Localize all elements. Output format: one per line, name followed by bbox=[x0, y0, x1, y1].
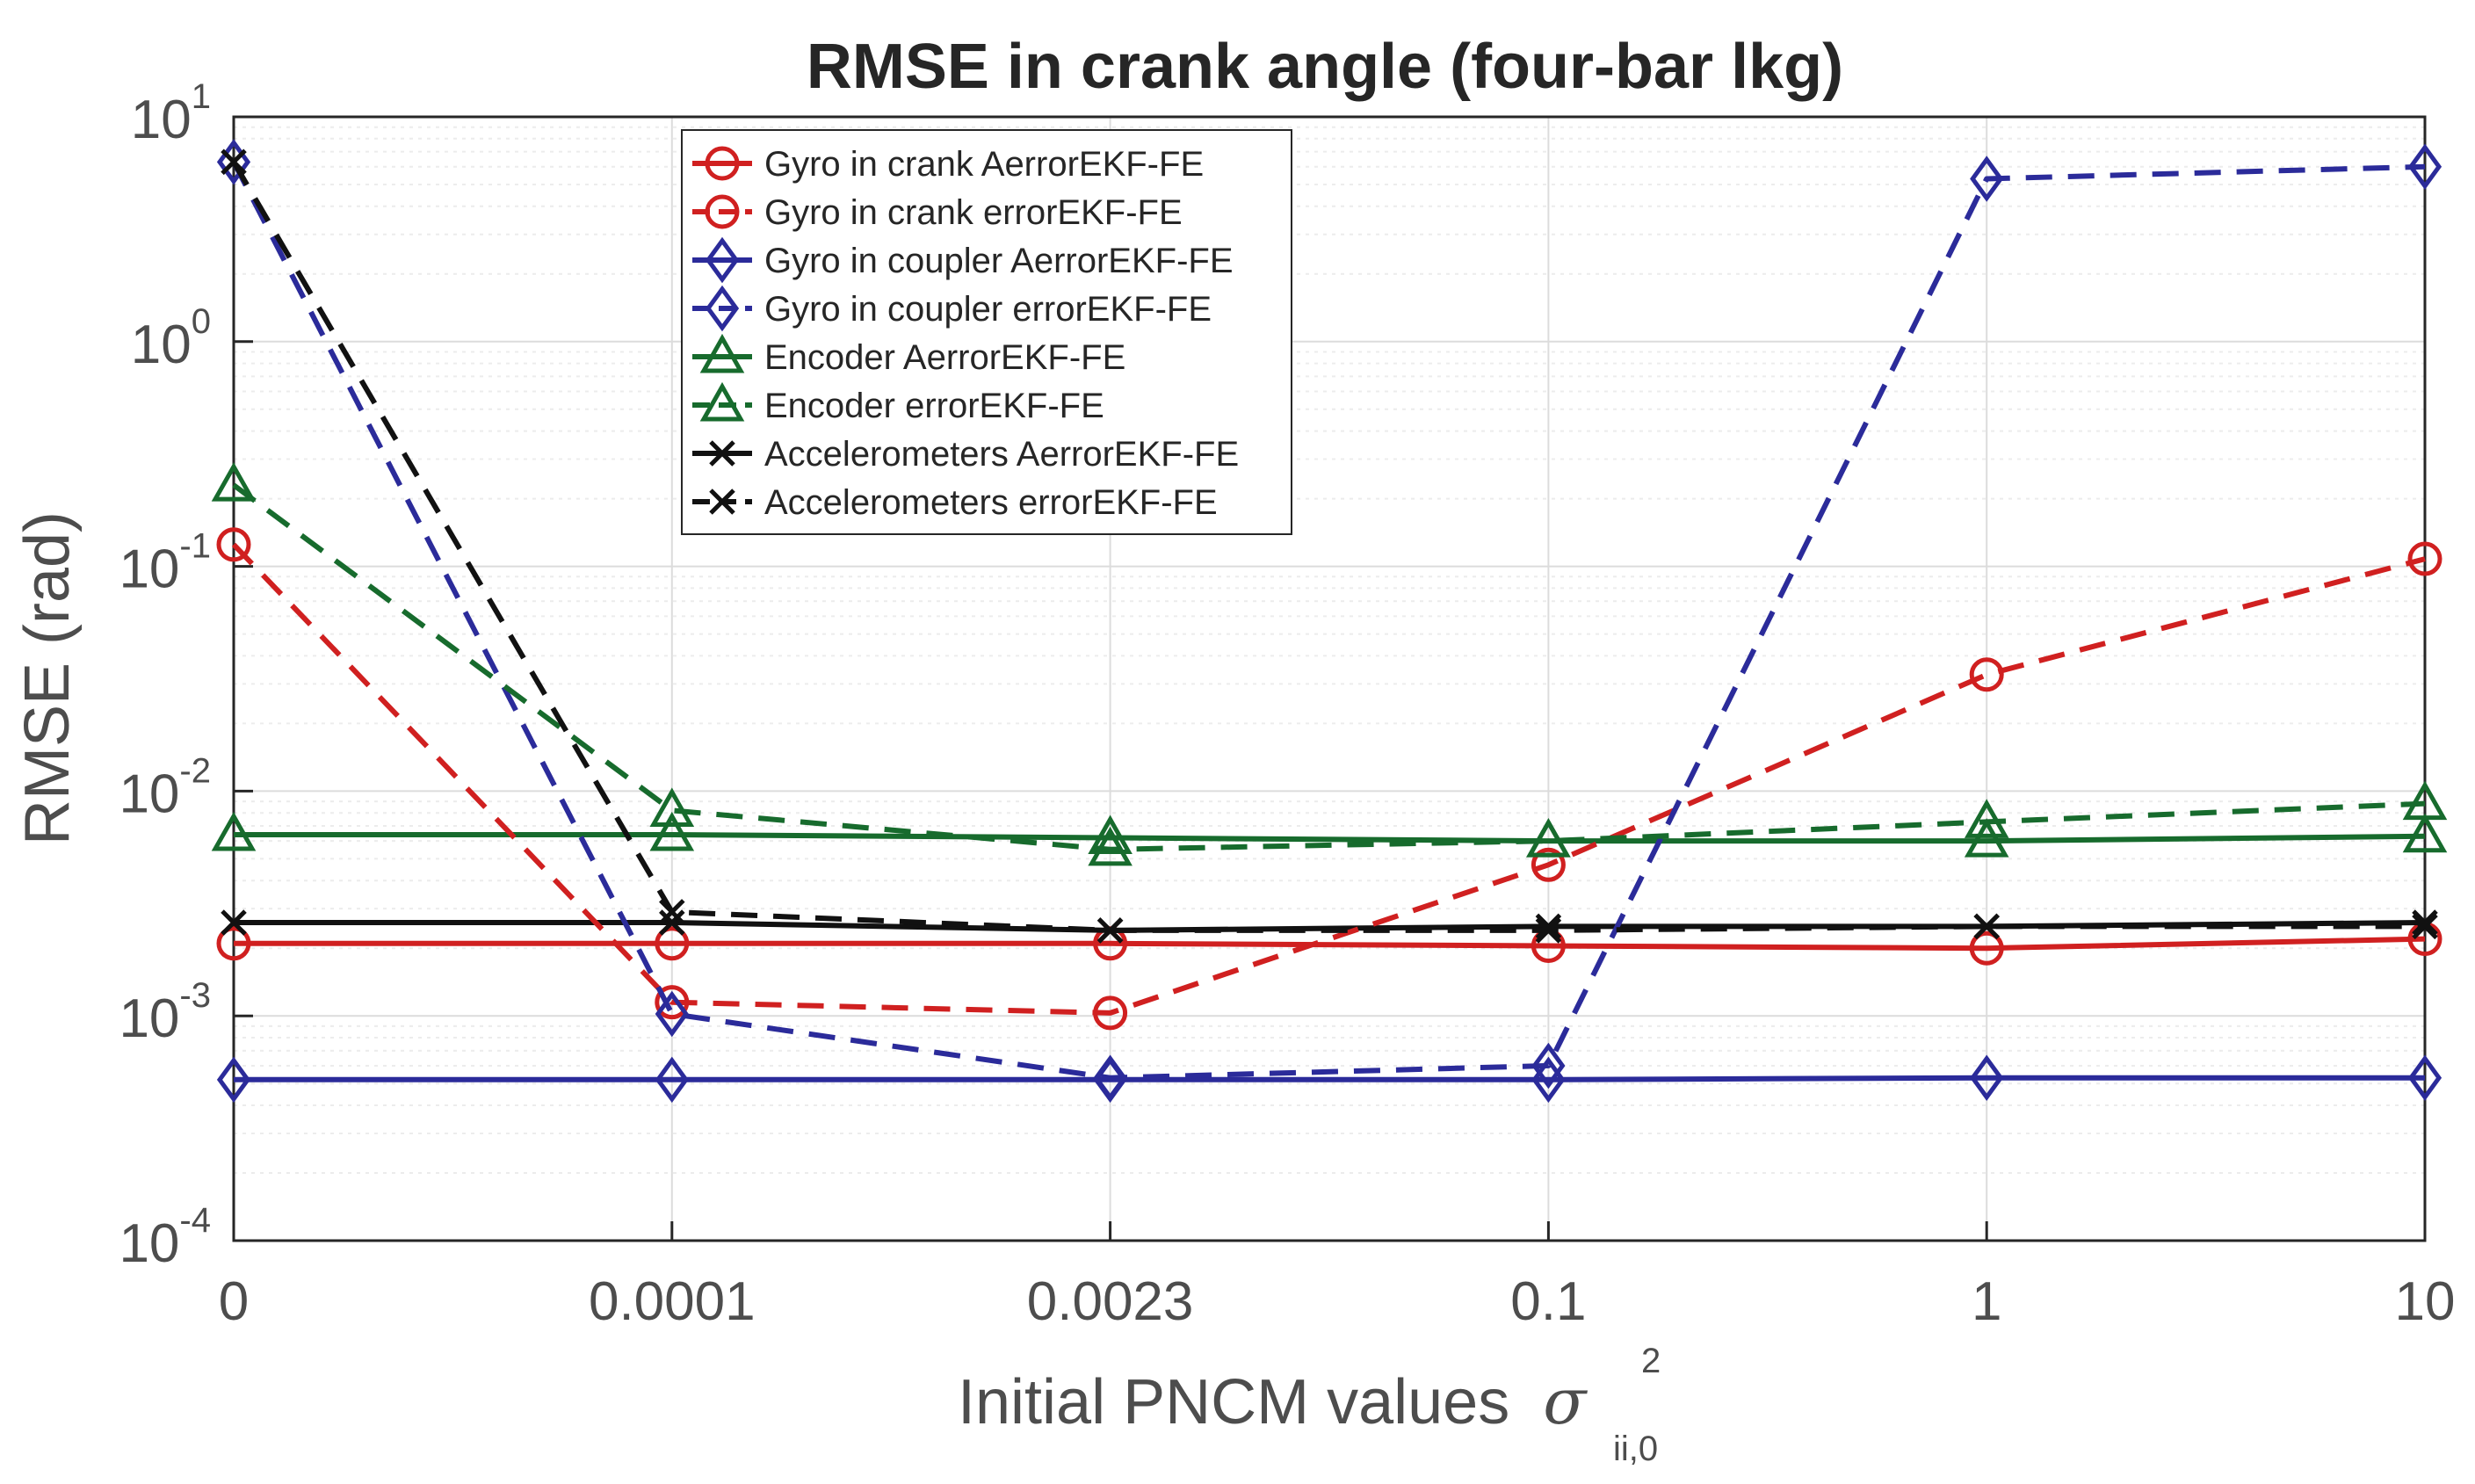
data-point bbox=[1093, 995, 1128, 1031]
data-point bbox=[659, 909, 685, 936]
legend-entry: Accelerometers AerrorEKF-FE bbox=[692, 435, 1239, 474]
y-tick-label: 10-1 bbox=[119, 527, 211, 600]
data-point bbox=[2412, 909, 2438, 936]
legend-label: Accelerometers errorEKF-FE bbox=[764, 483, 1218, 522]
data-point bbox=[1093, 1054, 1127, 1101]
legend-entry: Gyro in coupler AerrorEKF-FE bbox=[692, 236, 1234, 284]
legend-entry: Gyro in coupler errorEKF-FE bbox=[692, 285, 1212, 332]
series-8 bbox=[221, 148, 2438, 944]
data-point bbox=[649, 787, 695, 827]
series-2 bbox=[216, 527, 2442, 1031]
y-tick-label: 100 bbox=[131, 302, 211, 375]
series-line bbox=[231, 160, 2425, 933]
data-point bbox=[216, 1056, 251, 1104]
legend-swatch-marker bbox=[705, 146, 740, 181]
x-axis-title-symbol: σ bbox=[1543, 1365, 1588, 1438]
data-point bbox=[2402, 813, 2448, 853]
data-point bbox=[1973, 913, 2000, 940]
legend-label: Encoder errorEKF-FE bbox=[764, 387, 1104, 425]
y-tick-label: 101 bbox=[131, 77, 211, 150]
legend-swatch-marker bbox=[699, 333, 745, 373]
x-axis-title-text: Initial PNCM values bbox=[958, 1367, 1509, 1437]
data-point bbox=[1531, 1042, 1566, 1089]
legend-swatch-marker bbox=[705, 236, 740, 284]
data-point bbox=[2407, 143, 2442, 190]
data-point bbox=[1526, 818, 1571, 858]
data-point bbox=[1964, 799, 2009, 838]
axis-ticks: 0 0.0001 0.0023 0.1 1 10 101 100 10-1 10-2 10-3 10-… bbox=[119, 77, 2455, 1332]
data-point bbox=[659, 899, 685, 925]
data-point bbox=[649, 811, 695, 851]
legend-entry: Gyro in crank errorEKF-FE bbox=[692, 193, 1183, 232]
data-point bbox=[1970, 156, 2004, 202]
legend: Gyro in crank AerrorEKF-FE Gyro in crank … bbox=[681, 129, 1292, 535]
legend-label: Gyro in coupler errorEKF-FE bbox=[764, 290, 1212, 329]
legend-label: Gyro in coupler AerrorEKF-FE bbox=[764, 242, 1234, 280]
data-point bbox=[2407, 1054, 2442, 1101]
series-line bbox=[231, 160, 2426, 1081]
legend-label: Encoder AerrorEKF-FE bbox=[764, 338, 1125, 377]
x-axis-title: Initial PNCM values σ bbox=[958, 1365, 1588, 1438]
legend-swatch-marker bbox=[705, 285, 740, 332]
x-tick-label: 10 bbox=[2395, 1271, 2456, 1332]
y-tick-label: 10-2 bbox=[119, 751, 211, 824]
data-point bbox=[655, 990, 689, 1038]
series-line bbox=[231, 542, 2426, 1016]
data-point bbox=[1531, 847, 1566, 882]
data-point bbox=[216, 527, 251, 562]
data-point bbox=[1535, 917, 1562, 944]
legend-label: Accelerometers AerrorEKF-FE bbox=[764, 435, 1239, 474]
legend-label: Gyro in crank AerrorEKF-FE bbox=[764, 145, 1204, 184]
legend-entry: Accelerometers errorEKF-FE bbox=[692, 483, 1218, 522]
x-tick-label: 0.0023 bbox=[1027, 1271, 1194, 1332]
series-line bbox=[234, 832, 2426, 844]
x-tick-label: 0 bbox=[219, 1271, 249, 1332]
data-point bbox=[655, 985, 690, 1020]
data-point bbox=[1969, 930, 2004, 966]
data-point bbox=[655, 1056, 689, 1104]
data-point bbox=[2407, 541, 2442, 576]
x-tick-label: 1 bbox=[1972, 1271, 2001, 1332]
axis-titles: RMSE (rad) Initial PNCM values σ 2 ii,0 bbox=[12, 511, 1661, 1468]
legend-label: Gyro in crank errorEKF-FE bbox=[764, 193, 1183, 232]
y-tick-label: 10-3 bbox=[119, 976, 211, 1049]
x-axis-title-superscript: 2 bbox=[1641, 1342, 1661, 1380]
legend-swatch-marker bbox=[709, 440, 735, 467]
legend-entry: Gyro in crank AerrorEKF-FE bbox=[692, 145, 1204, 184]
data-point bbox=[1970, 1054, 2004, 1101]
data-point bbox=[221, 909, 247, 936]
y-tick-label: 10-4 bbox=[119, 1201, 211, 1274]
legend-swatch-marker bbox=[699, 381, 745, 422]
data-point bbox=[2412, 913, 2438, 940]
data-point bbox=[1535, 913, 1562, 940]
data-point bbox=[1969, 657, 2004, 692]
data-point bbox=[1088, 826, 1133, 866]
chart-title: RMSE in crank angle (four-bar lkg) bbox=[807, 32, 1843, 102]
legend-entry: Encoder AerrorEKF-FE bbox=[692, 333, 1125, 377]
data-point bbox=[221, 148, 247, 176]
series-6 bbox=[211, 462, 2448, 866]
plot-area bbox=[232, 115, 2427, 1242]
series-line bbox=[234, 1075, 2425, 1082]
series-line bbox=[232, 482, 2426, 852]
series-line bbox=[234, 936, 2426, 952]
data-point bbox=[1096, 917, 1124, 944]
data-point bbox=[1964, 818, 2009, 858]
data-point bbox=[655, 926, 690, 961]
legend-swatch-marker bbox=[705, 194, 740, 229]
y-axis-title: RMSE (rad) bbox=[12, 511, 83, 845]
data-point bbox=[2402, 780, 2448, 821]
legend-box bbox=[681, 129, 1292, 535]
x-axis-title-subscript: ii,0 bbox=[1613, 1430, 1658, 1468]
data-point bbox=[211, 462, 257, 502]
series-4 bbox=[216, 139, 2442, 1101]
legend-swatch-marker bbox=[709, 489, 735, 515]
x-tick-label: 0.0001 bbox=[589, 1271, 756, 1332]
x-tick-label: 0.1 bbox=[1510, 1271, 1586, 1332]
series-layer bbox=[211, 139, 2448, 1104]
data-point bbox=[216, 926, 251, 961]
legend-entry: Encoder errorEKF-FE bbox=[692, 381, 1104, 425]
data-point bbox=[211, 811, 257, 851]
